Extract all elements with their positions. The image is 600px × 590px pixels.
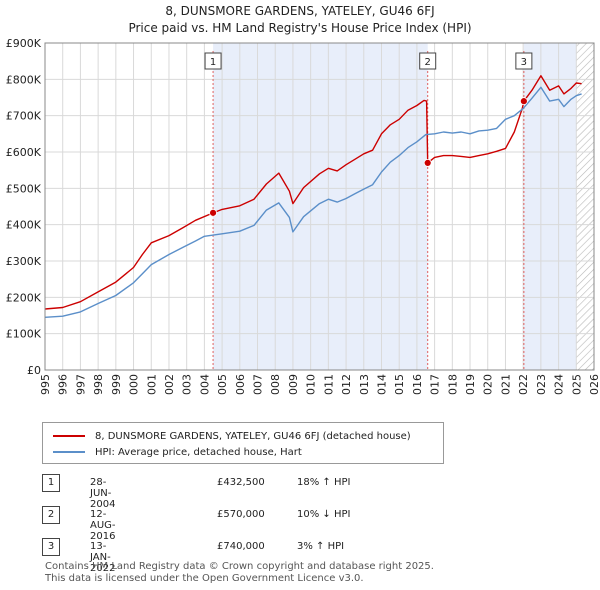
x-tick-label: 2017	[429, 374, 442, 395]
legend-item-hpi: HPI: Average price, detached house, Hart	[53, 444, 302, 460]
legend-label-property: 8, DUNSMORE GARDENS, YATELEY, GU46 6FJ (…	[95, 430, 411, 442]
x-tick-label: 2004	[198, 374, 211, 395]
chart-subtitle: Price paid vs. HM Land Registry's House …	[128, 21, 472, 35]
transaction-label-box	[204, 52, 222, 70]
legend-label-hpi: HPI: Average price, detached house, Hart	[95, 446, 302, 458]
price-chart: 1 2 3 £0 £100K £200K £300K £400K £500K £600K £700…	[6, 37, 600, 395]
y-tick-label: £200K	[6, 291, 42, 304]
x-tick-label: 2020	[482, 374, 495, 395]
x-tick-label: 2000	[128, 374, 141, 395]
transaction-number: 1	[42, 474, 60, 492]
transaction-marker	[519, 97, 528, 106]
transaction-price: £432,500	[217, 477, 265, 488]
x-tick-label: 2021	[499, 374, 512, 395]
y-tick-label: £0	[27, 364, 41, 377]
legend-item-property: 8, DUNSMORE GARDENS, YATELEY, GU46 6FJ (…	[53, 428, 411, 444]
x-tick-label: 2026	[588, 374, 600, 395]
transaction-hpi: 10% ↓ HPI	[297, 509, 351, 520]
x-tick-label: 2005	[216, 374, 229, 395]
x-tick-label: 1998	[92, 374, 105, 395]
transaction-date: 28-JUN-2004	[90, 477, 116, 510]
y-tick-label: £500K	[6, 182, 42, 195]
x-tick-label: 2003	[181, 374, 194, 395]
transaction-price: £740,000	[217, 541, 265, 552]
x-tick-label: 2019	[464, 374, 477, 395]
x-tick-label: 1995	[39, 374, 52, 395]
y-tick-label: £900K	[6, 37, 42, 50]
transaction-label: 2	[425, 57, 431, 68]
transaction-label: 3	[521, 57, 527, 68]
footer-copyright: Contains HM Land Registry data © Crown c…	[45, 561, 434, 572]
x-tick-label: 2025	[570, 374, 583, 395]
x-tick-label: 2010	[305, 374, 318, 395]
x-tick-label: 1996	[57, 374, 70, 395]
ownership-shade	[213, 43, 428, 370]
x-tick-label: 1999	[110, 374, 123, 395]
transaction-number: 2	[42, 506, 60, 524]
x-tick-label: 2002	[163, 374, 176, 395]
transaction-date: 13-JAN-2022	[90, 541, 116, 574]
y-tick-label: £700K	[6, 110, 42, 123]
x-tick-label: 2007	[252, 374, 265, 395]
x-tick-label: 2006	[234, 374, 247, 395]
y-tick-label: £400K	[6, 219, 42, 232]
legend: 8, DUNSMORE GARDENS, YATELEY, GU46 6FJ (…	[42, 422, 444, 464]
transaction-label: 1	[210, 57, 216, 68]
x-tick-label: 2011	[322, 374, 335, 395]
x-tick-label: 2015	[393, 374, 406, 395]
hpi-line	[44, 86, 582, 318]
transaction-marker	[423, 158, 432, 167]
legend-swatch-property	[53, 435, 85, 437]
x-tick-label: 2009	[287, 374, 300, 395]
x-tick-label: 2024	[553, 374, 566, 395]
y-tick-label: £600K	[6, 146, 42, 159]
footer-license: This data is licensed under the Open Gov…	[45, 573, 364, 584]
transaction-hpi: 18% ↑ HPI	[297, 477, 351, 488]
y-tick-label: £100K	[6, 328, 42, 341]
x-tick-label: 2023	[535, 374, 548, 395]
x-tick-label: 2008	[269, 374, 282, 395]
x-tick-label: 1997	[74, 374, 87, 395]
x-tick-label: 2022	[517, 374, 530, 395]
x-tick-label: 2016	[411, 374, 424, 395]
transaction-price: £570,000	[217, 509, 265, 520]
x-tick-label: 2013	[358, 374, 371, 395]
transaction-label-box	[515, 52, 533, 70]
forecast-hatch	[576, 43, 594, 370]
ownership-shade	[523, 43, 577, 370]
x-tick-label: 2018	[446, 374, 459, 395]
plot-frame	[44, 42, 595, 371]
legend-swatch-hpi	[53, 451, 85, 453]
transaction-marker	[209, 208, 217, 217]
transaction-label-box	[419, 52, 437, 70]
x-tick-label: 2012	[340, 374, 353, 395]
y-tick-label: £300K	[6, 255, 42, 268]
transaction-hpi: 3% ↑ HPI	[297, 541, 345, 552]
transaction-date: 12-AUG-2016	[90, 509, 116, 542]
transaction-number: 3	[42, 538, 60, 556]
y-tick-label: £800K	[6, 73, 42, 86]
x-tick-label: 2001	[145, 374, 158, 395]
chart-title: 8, DUNSMORE GARDENS, YATELEY, GU46 6FJ	[165, 4, 435, 18]
x-tick-label: 2014	[375, 374, 388, 395]
